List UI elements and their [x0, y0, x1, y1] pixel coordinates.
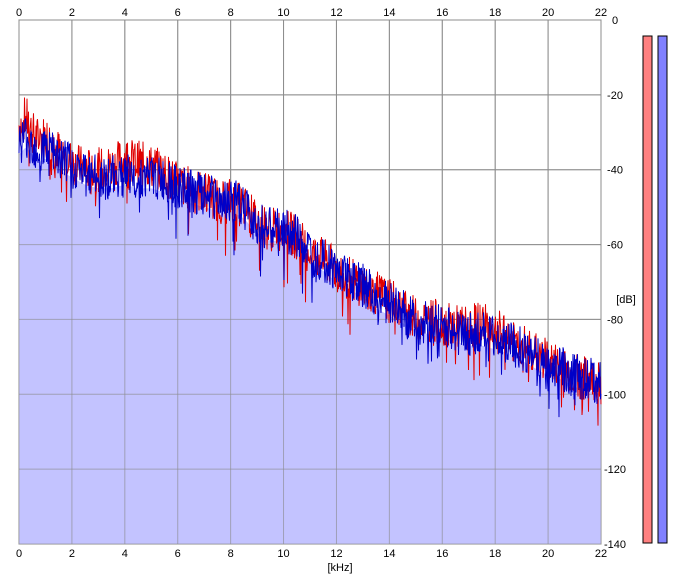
x-tick-label-top: 2: [69, 7, 75, 19]
y-tick-label: -40: [607, 165, 623, 177]
x-tick-label-bottom: 16: [436, 548, 448, 560]
x-tick-label-top: 0: [16, 7, 22, 19]
series-lines: [18, 19, 602, 545]
x-tick-label-top: 18: [489, 7, 501, 19]
x-tick-label-top: 6: [175, 7, 181, 19]
y-axis-label: [dB]: [616, 294, 636, 306]
x-tick-label-bottom: 22: [595, 548, 607, 560]
x-tick-label-bottom: 2: [69, 548, 75, 560]
x-tick-label-bottom: 12: [330, 548, 342, 560]
x-tick-label-top: 10: [277, 7, 289, 19]
x-tick-label-bottom: 8: [228, 548, 234, 560]
x-tick-label-bottom: 14: [383, 548, 395, 560]
y-tick-label: -100: [604, 389, 626, 401]
level-meter-left: [642, 35, 653, 544]
x-tick-label-bottom: 0: [16, 548, 22, 560]
x-tick-label-bottom: 10: [277, 548, 289, 560]
x-tick-label-top: 16: [436, 7, 448, 19]
x-tick-label-top: 20: [542, 7, 554, 19]
series-line-red: [18, 97, 602, 426]
y-tick-label: -20: [607, 90, 623, 102]
x-ticks-top: 0 2 4 6 8 10 12 14 16 18 20 22: [16, 7, 607, 19]
y-tick-label: -60: [607, 240, 623, 252]
x-tick-label-top: 12: [330, 7, 342, 19]
x-axis-label: [kHz]: [327, 562, 352, 574]
y-tick-label: 0: [612, 15, 618, 27]
x-tick-label-bottom: 4: [122, 548, 128, 560]
y-tick-label: -120: [604, 464, 626, 476]
x-tick-label-top: 4: [122, 7, 128, 19]
x-tick-label-bottom: 6: [175, 548, 181, 560]
x-ticks-bottom: 0 2 4 6 8 10 12 14 16 18 20 22: [16, 548, 607, 560]
level-meters: [642, 35, 668, 544]
y-ticks: 0 -20 -40 -60 -80 -100 -120 -140: [604, 15, 626, 551]
x-tick-label-top: 14: [383, 7, 395, 19]
y-tick-label: -140: [604, 539, 626, 551]
series-line-blue: [18, 118, 602, 418]
level-meter-right: [657, 35, 668, 544]
y-tick-label: -80: [607, 314, 623, 326]
x-tick-label-top: 8: [228, 7, 234, 19]
x-tick-label-top: 22: [595, 7, 607, 19]
x-tick-label-bottom: 18: [489, 548, 501, 560]
x-tick-label-bottom: 20: [542, 548, 554, 560]
spectrum-fill: [19, 148, 601, 544]
